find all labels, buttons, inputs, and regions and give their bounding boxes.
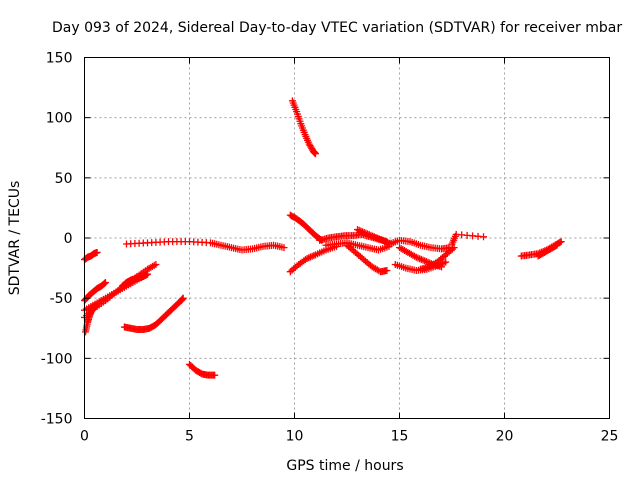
series-arc-01 <box>81 248 101 264</box>
series-arc-12 <box>286 242 340 276</box>
series-arc-07 <box>120 294 187 333</box>
x-tick-label: 20 <box>496 429 514 445</box>
axes: 0 5 10 15 20 25 -150 -100 -50 0 50 100 150 <box>41 51 619 445</box>
series-arc-15 <box>343 241 391 276</box>
series-arc-09 <box>186 360 219 379</box>
data-point <box>375 235 383 243</box>
data-point <box>412 253 420 261</box>
data-point <box>480 233 487 241</box>
data-point <box>152 260 160 268</box>
data-point <box>364 230 372 238</box>
data-point <box>553 241 561 249</box>
data-point <box>372 234 380 242</box>
data-point <box>306 253 314 261</box>
data-point <box>308 252 316 260</box>
data-point <box>419 256 427 264</box>
data-point <box>438 263 445 271</box>
y-tick-label: 150 <box>46 51 73 67</box>
y-tick-label: -50 <box>50 291 73 307</box>
data-point <box>416 255 424 263</box>
data-point <box>377 236 385 244</box>
data-point <box>144 270 151 278</box>
data-point <box>211 371 219 379</box>
y-tick-label: -100 <box>41 351 73 367</box>
data-point <box>101 279 109 287</box>
x-tick-label: 5 <box>185 429 194 445</box>
y-tick-label: -150 <box>41 412 73 428</box>
y-tick-label: 100 <box>46 111 73 127</box>
x-tick-label: 0 <box>80 429 89 445</box>
data-point <box>305 254 313 262</box>
x-tick-label: 15 <box>391 429 409 445</box>
data-point <box>367 231 375 239</box>
data-point <box>380 237 388 245</box>
data-point <box>179 294 187 302</box>
data-point <box>421 257 429 265</box>
x-axis-label: GPS time / hours <box>286 458 403 474</box>
data-point <box>424 258 432 266</box>
data-point <box>310 252 318 260</box>
chart-title: Day 093 of 2024, Sidereal Day-to-day VTE… <box>52 20 622 36</box>
data-point <box>100 280 108 288</box>
data-point <box>440 259 448 267</box>
data-point <box>370 233 378 241</box>
data-point <box>442 258 450 266</box>
data-point <box>312 150 319 158</box>
data-point <box>383 266 391 274</box>
series-arc-10 <box>288 97 319 158</box>
x-tick-label: 25 <box>601 429 619 445</box>
series-arc-21 <box>448 230 487 248</box>
data-point <box>379 236 387 244</box>
series-arc-16 <box>354 226 395 248</box>
series-arc-20 <box>417 244 458 273</box>
data-point <box>359 228 367 236</box>
data-point <box>360 228 368 236</box>
data-point <box>374 234 382 242</box>
data-point <box>414 254 422 262</box>
data-point <box>93 248 101 256</box>
y-tick-label: 50 <box>55 171 73 187</box>
y-tick-label: 0 <box>64 231 73 247</box>
data-point <box>355 226 363 234</box>
data-point <box>354 226 361 234</box>
y-axis-label: SDTVAR / TECUs <box>7 181 23 296</box>
data-point <box>102 279 109 287</box>
data-points <box>81 97 565 379</box>
data-point <box>303 254 311 262</box>
series-arc-06 <box>118 270 151 290</box>
series-arc-23 <box>534 241 561 260</box>
series-arc-08 <box>123 238 288 254</box>
data-point <box>362 229 370 237</box>
x-tick-label: 10 <box>286 429 304 445</box>
data-point <box>557 238 565 246</box>
data-point <box>369 232 377 240</box>
data-point <box>280 244 288 252</box>
data-point <box>422 258 430 266</box>
data-point <box>365 231 373 239</box>
data-point <box>357 227 365 235</box>
data-point <box>417 255 425 263</box>
data-point <box>450 244 458 252</box>
data-point <box>150 261 158 269</box>
data-point <box>552 242 560 250</box>
series-arc-17 <box>385 236 454 253</box>
